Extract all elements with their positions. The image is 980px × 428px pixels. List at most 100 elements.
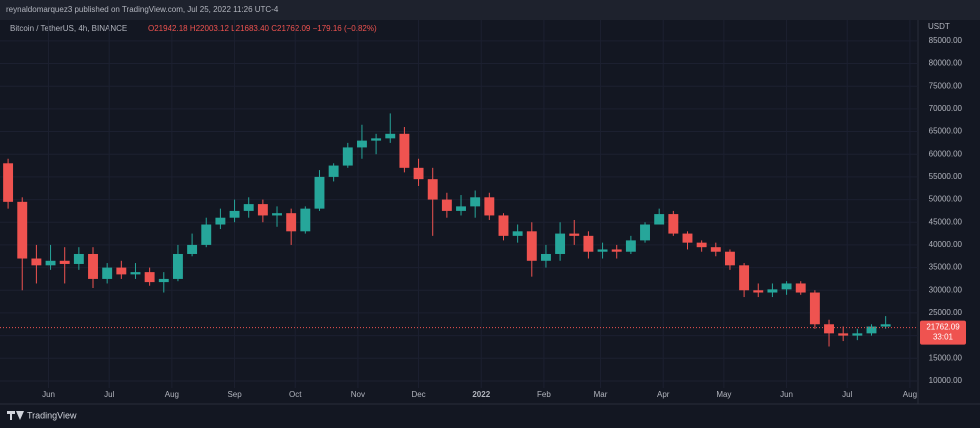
candle-body [880,324,891,327]
last-price-tag [920,320,966,345]
y-tick-label: 30000.00 [929,285,963,294]
candle-body [201,224,212,245]
brand-logo [7,411,24,420]
candle-body [385,133,396,139]
header: reynaldomarquez3 published on TradingVie… [6,5,279,14]
x-tick-label: Jun [42,390,55,399]
candle-body [59,260,70,264]
candle-body [526,231,537,261]
candle-body [597,249,608,252]
y-tick-label: 85000.00 [929,36,963,45]
countdown: 33:01 [933,333,954,342]
candle-body [569,233,580,236]
x-tick-label: Aug [165,390,179,399]
y-tick-label: 65000.00 [929,127,963,136]
candle-body [243,204,254,211]
candle-body [852,333,863,336]
candle-body [130,272,141,275]
y-tick-label: 80000.00 [929,59,963,68]
candle-body [470,197,481,207]
x-tick-label: May [716,390,731,399]
candle-body [654,214,665,225]
last-price-label: 21762.09 [926,323,960,332]
candle-body [795,283,806,293]
candle-body [342,147,353,166]
x-tick-label: Jul [104,390,114,399]
candle-body [640,224,650,241]
candle-body [158,278,169,283]
x-tick-label: Oct [289,390,302,399]
x-tick-label: Feb [537,390,551,399]
candle-body [272,213,282,216]
y-tick-label: 15000.00 [929,353,963,362]
y-tick-label: 10000.00 [929,376,963,385]
candle-body [413,167,424,180]
x-tick-label: Nov [351,390,365,399]
x-tick-label: Sep [227,390,242,399]
x-tick-label: 2022 [472,390,490,399]
candle-body [356,140,367,148]
candle-body [739,265,750,291]
y-tick-label: 25000.00 [929,308,963,317]
x-tick-label: Jun [780,390,793,399]
candle-body [753,290,764,293]
header-bar [0,0,980,20]
y-tick-label: 35000.00 [929,263,963,272]
x-tick-label: Dec [411,390,425,399]
candle-body [31,258,42,266]
candle-body [3,163,14,202]
candle-body [781,283,792,290]
candle-body [328,165,339,177]
candle-body [441,199,452,211]
x-tick-label: Mar [594,390,608,399]
candle-body [456,206,466,211]
candle-body [371,138,382,141]
y-tick-label: 70000.00 [929,104,963,113]
candle-body [172,253,183,279]
currency: USDT [928,22,950,31]
y-tick-label: 60000.00 [929,149,963,158]
brand: TradingView [27,410,77,420]
candle-body [399,133,410,168]
x-tick-label: Apr [657,390,670,399]
candle-body [73,253,84,264]
candle-body [809,292,820,325]
candle-body [866,326,877,334]
candle-body [767,289,778,293]
x-tick-label: Jul [842,390,852,399]
y-tick-label: 45000.00 [929,217,963,226]
candle-body [300,208,311,232]
candle-body [540,253,551,261]
candle-body [314,176,325,209]
candle-body [229,210,240,218]
candle-body [45,260,56,266]
candle-body [724,251,735,266]
candle-body [611,249,622,252]
candle-body [583,235,594,252]
candle-body [668,214,679,234]
x-tick-label: Aug [903,390,917,399]
candle-body [824,324,834,334]
candle-body [512,231,523,236]
candle-body [838,333,849,336]
candle-body [187,244,198,254]
ohlc: O21942.18 H22003.12 L21683.40 C21762.09 … [148,24,377,33]
y-tick-label: 75000.00 [929,81,963,90]
candle-body [484,197,495,216]
candle-body [286,213,297,232]
candle-body [88,253,98,279]
candle-body [116,267,127,275]
candle-body [625,240,636,252]
candle-body [427,179,438,200]
symbol: Bitcoin / TetherUS, 4h, BINANCE [10,24,127,33]
candle-body [710,247,721,252]
y-tick-label: 55000.00 [929,172,963,181]
candle-body [215,217,226,225]
candle-body [17,201,28,259]
candle-body [498,215,509,236]
y-tick-label: 50000.00 [929,195,963,204]
candle-body [696,242,707,248]
y-tick-label: 40000.00 [929,240,963,249]
